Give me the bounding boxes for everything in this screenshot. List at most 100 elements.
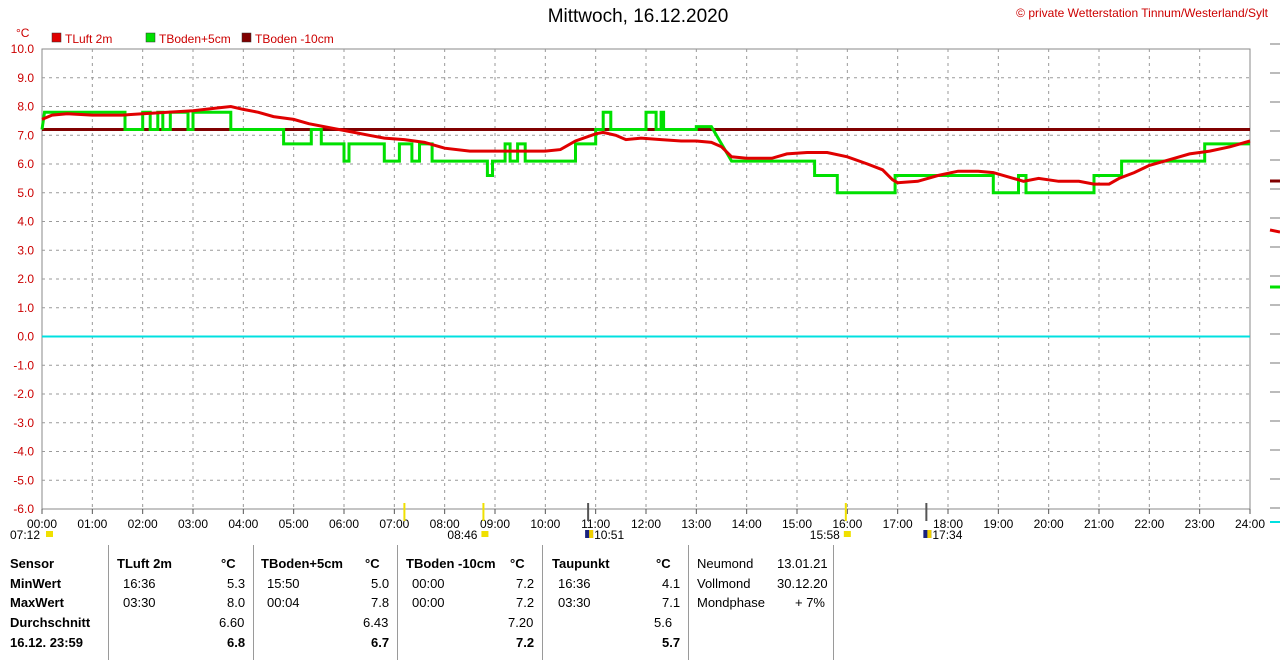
stats-moon-column: Neumond 13.01.21 Vollmond 30.12.20 Mondp… — [688, 545, 834, 660]
copyright-notice: © private Wetterstation Tinnum/Westerlan… — [1016, 6, 1268, 20]
y-tick-label: 8.0 — [17, 100, 34, 114]
x-tick-label: 08:00 — [430, 517, 460, 531]
max-value: 7.2 — [516, 595, 535, 610]
max-time: 00:00 — [412, 595, 445, 610]
average-value: 6.43 — [363, 615, 389, 630]
x-tick-label: 13:00 — [681, 517, 711, 531]
y-tick-label: 6.0 — [17, 157, 34, 171]
group-unit: °C — [510, 556, 525, 571]
group-unit: °C — [221, 556, 236, 571]
y-tick-label: 2.0 — [17, 272, 34, 286]
moon-phase-label: Mondphase — [697, 595, 765, 610]
stats-tboden-10cm: TBoden -10cm °C 00:00 7.2 00:00 7.2 7.20 7.2 — [398, 545, 543, 660]
x-tick-label: 09:00 — [480, 517, 510, 531]
x-tick-label: 12:00 — [631, 517, 661, 531]
max-time: 03:30 — [123, 595, 156, 610]
marker-time-label: 17:34 — [932, 528, 962, 542]
y-tick-label: -1.0 — [13, 358, 34, 372]
group-name: TBoden+5cm — [261, 556, 343, 571]
copyright-symbol: © — [1016, 6, 1025, 20]
moon-icon — [927, 530, 932, 538]
y-tick-label: 10.0 — [11, 42, 35, 56]
temperature-chart: 10.0 9.0 8.0 7.0 6.0 5.0 4.0 3.0 2.0 1.0 0.0 -1.0 -2… — [10, 26, 1280, 542]
legend-tboden-5cm-swatch — [145, 32, 156, 43]
sun-icon — [843, 531, 851, 537]
stats-label-avg: Durchschnitt — [10, 615, 91, 630]
x-tick-label: 15:00 — [782, 517, 812, 531]
x-tick-label: 05:00 — [279, 517, 309, 531]
group-unit: °C — [656, 556, 671, 571]
moon-new-value: 13.01.21 — [777, 556, 828, 571]
y-tick-label: -4.0 — [13, 445, 34, 459]
stats-tluft-2m: TLuft 2m °C 16:36 5.3 03:30 8.0 6.60 6.8 — [109, 545, 254, 660]
current-value: 6.8 — [227, 635, 246, 650]
x-tick-label: 02:00 — [128, 517, 158, 531]
x-tick-label: 00:00 — [27, 517, 57, 531]
max-time: 03:30 — [558, 595, 591, 610]
x-tick-label: 18:00 — [933, 517, 963, 531]
moon-icon — [589, 530, 594, 538]
moon-phase-value: + 7% — [795, 595, 825, 610]
y-tick-label: 4.0 — [17, 215, 34, 229]
current-value: 7.2 — [516, 635, 535, 650]
statistics-table: Sensor MinWert MaxWert Durchschnitt 16.1… — [0, 545, 1280, 662]
series-tboden-5cm — [40, 110, 1250, 195]
sun-icon — [481, 531, 489, 537]
group-name: TLuft 2m — [117, 556, 172, 571]
average-value: 5.6 — [654, 615, 673, 630]
x-tick-label: 04:00 — [228, 517, 258, 531]
x-tick-label: 01:00 — [77, 517, 107, 531]
min-value: 4.1 — [662, 576, 681, 591]
legend-tluft-2m-swatch — [51, 32, 62, 43]
x-tick-label: 03:00 — [178, 517, 208, 531]
y-axis-ticks: 10.0 9.0 8.0 7.0 6.0 5.0 4.0 3.0 2.0 1.0 0.0 -1.0 -2… — [11, 42, 35, 516]
chart-title: Mittwoch, 16.12.2020 — [547, 6, 729, 27]
x-tick-label: 07:00 — [379, 517, 409, 531]
x-tick-label: 23:00 — [1185, 517, 1215, 531]
x-tick-label: 06:00 — [329, 517, 359, 531]
x-tick-label: 22:00 — [1134, 517, 1164, 531]
x-tick-label: 17:00 — [883, 517, 913, 531]
x-tick-label: 16:00 — [832, 517, 862, 531]
legend-tboden-10cm-label: TBoden -10cm — [255, 32, 334, 46]
current-value: 6.7 — [371, 635, 390, 650]
stats-label-min: MinWert — [10, 576, 62, 591]
tluft-current-marker — [1269, 228, 1280, 234]
current-value: 5.7 — [662, 635, 681, 650]
max-value: 7.8 — [371, 595, 390, 610]
y-tick-label: -6.0 — [13, 502, 34, 516]
legend-tluft-2m-label: TLuft 2m — [65, 32, 112, 46]
x-tick-label: 21:00 — [1084, 517, 1114, 531]
min-time: 15:50 — [267, 576, 300, 591]
sun-moon-markers: 07:12 08:46 10:51 15:58 17:34 — [10, 503, 963, 542]
stats-tboden-5cm: TBoden+5cm °C 15:50 5.0 00:04 7.8 6.43 6.7 — [253, 545, 398, 660]
sunrise-icon — [46, 531, 53, 537]
right-axis-markers — [1269, 43, 1280, 523]
min-time: 00:00 — [412, 576, 445, 591]
y-tick-label: 1.0 — [17, 301, 34, 315]
moon-full-value: 30.12.20 — [777, 576, 828, 591]
y-tick-label: 9.0 — [17, 71, 34, 85]
marker-time-label: 10:51 — [594, 528, 624, 542]
group-name: TBoden -10cm — [406, 556, 496, 571]
marker-time-label: 07:12 — [10, 528, 40, 542]
stats-header-sensor: Sensor — [10, 556, 55, 571]
y-axis-unit: °C — [16, 26, 30, 40]
y-tick-label: -3.0 — [13, 416, 34, 430]
x-tick-label: 14:00 — [732, 517, 762, 531]
y-tick-label: 7.0 — [17, 128, 34, 142]
min-time: 16:36 — [558, 576, 591, 591]
group-unit: °C — [365, 556, 380, 571]
series-tluft-2m — [41, 104, 1251, 186]
stats-taupunkt: Taupunkt °C 16:36 4.1 03:30 7.1 5.6 5.7 — [544, 545, 689, 660]
stats-sensor-column: Sensor MinWert MaxWert Durchschnitt 16.1… — [0, 545, 109, 660]
marker-time-label: 15:58 — [810, 528, 840, 542]
legend-tboden-10cm-swatch — [241, 32, 252, 43]
copyright-text: private Wetterstation Tinnum/Westerland/… — [1028, 6, 1268, 20]
x-tick-label: 24:00 — [1235, 517, 1265, 531]
min-value: 5.0 — [371, 576, 390, 591]
max-value: 8.0 — [227, 595, 246, 610]
max-time: 00:04 — [267, 595, 300, 610]
stats-label-max: MaxWert — [10, 595, 64, 610]
y-tick-label: 5.0 — [17, 186, 34, 200]
